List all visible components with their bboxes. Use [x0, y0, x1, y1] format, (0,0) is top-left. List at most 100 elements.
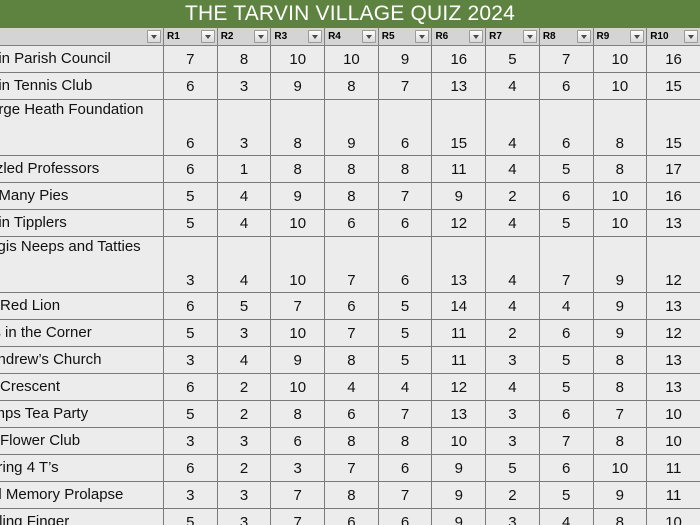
cell-score-r4: 7: [324, 236, 379, 293]
cell-team-name: Roaring 4 T’s: [0, 454, 164, 482]
cell-score-r8: 6: [538, 400, 594, 428]
cell-team-name: Tarvin Parish Council: [0, 45, 164, 73]
column-header-inner: R8: [540, 29, 592, 45]
cell-score-r8: 7: [538, 427, 594, 455]
cell-score-r1: 6: [163, 99, 218, 156]
column-header-team[interactable]: Team: [0, 27, 164, 46]
cell-score-r4: 8: [324, 346, 379, 374]
cell-score-r10: 13: [646, 373, 700, 401]
cell-score-r3: 6: [270, 427, 326, 455]
filter-r6-chevron-down-icon[interactable]: [469, 30, 484, 43]
filter-r7-chevron-down-icon[interactable]: [522, 30, 537, 43]
cell-score-r7: 4: [485, 292, 540, 320]
cell-score-r8: 6: [538, 454, 594, 482]
cell-score-r6: 11: [431, 155, 487, 183]
cell-score-r6: 13: [431, 236, 487, 293]
column-header-r6[interactable]: R6: [431, 27, 487, 46]
filter-r1-chevron-down-icon[interactable]: [200, 30, 215, 43]
cell-score-r8: 5: [538, 373, 594, 401]
filter-r2-chevron-down-icon[interactable]: [254, 30, 269, 43]
chevron-down-icon: [258, 34, 265, 39]
cell-score-r9: 10: [592, 45, 648, 73]
cell-score-r7: 3: [485, 400, 540, 428]
cell-score-r2: 2: [216, 400, 272, 428]
column-header-r3[interactable]: R3: [270, 27, 326, 46]
filter-team-chevron-down-icon[interactable]: [147, 30, 161, 43]
column-header-inner: R10: [648, 29, 700, 45]
cell-score-r8: 6: [538, 319, 594, 347]
filter-r10-chevron-down-icon[interactable]: [683, 30, 698, 43]
cell-score-r1: 3: [163, 236, 218, 293]
filter-r5-chevron-down-icon[interactable]: [415, 30, 430, 43]
column-header-r4[interactable]: R4: [324, 27, 379, 46]
cell-score-r1: 5: [163, 209, 218, 237]
chevron-down-icon: [526, 34, 533, 39]
table-body: Tarvin Parish Council781010916571016Tarv…: [0, 45, 700, 525]
cell-score-r9: 10: [592, 209, 648, 237]
cell-score-r8: 4: [538, 292, 594, 320]
column-header-inner: R1: [164, 29, 216, 45]
cell-score-r1: 6: [163, 72, 218, 100]
cell-score-r4: 8: [324, 155, 379, 183]
column-header-inner: R2: [218, 29, 270, 45]
column-header-r5[interactable]: R5: [377, 27, 433, 46]
column-header-r8[interactable]: R8: [538, 27, 594, 46]
cell-score-r9: 8: [592, 373, 648, 401]
cell-team-name: Girls in the Corner: [0, 319, 164, 347]
cell-score-r3: 10: [270, 45, 326, 73]
cell-team-name: The Flower Club: [0, 427, 164, 455]
cell-score-r8: 6: [538, 99, 594, 156]
cell-team-name: Puzzled Professors: [0, 155, 164, 183]
cell-score-r7: 4: [485, 209, 540, 237]
cell-score-r5: 5: [377, 292, 433, 320]
filter-r4-chevron-down-icon[interactable]: [361, 30, 376, 43]
cell-team-name: St Andrew’s Church: [0, 346, 164, 374]
chevron-down-icon: [419, 34, 426, 39]
filter-r9-chevron-down-icon[interactable]: [630, 30, 645, 43]
cell-score-r8: 5: [538, 209, 594, 237]
column-header-r10[interactable]: R10: [646, 27, 700, 46]
table-header: Team R1 R2 R3 R4 R5 R6 R7 R8 R9 R10: [0, 27, 700, 46]
cell-score-r10: 17: [646, 155, 700, 183]
header-row: Team R1 R2 R3 R4 R5 R6 R7 R8 R9 R10: [0, 27, 700, 46]
column-header-r9[interactable]: R9: [592, 27, 648, 46]
cell-score-r9: 10: [592, 182, 648, 210]
column-header-inner: R4: [326, 29, 378, 45]
cell-score-r3: 8: [270, 400, 326, 428]
column-header-r1[interactable]: R1: [163, 27, 218, 46]
cell-score-r5: 6: [377, 99, 433, 156]
column-header-r2[interactable]: R2: [216, 27, 272, 46]
cell-score-r10: 13: [646, 209, 700, 237]
cell-score-r8: 5: [538, 346, 594, 374]
column-header-label: R3: [274, 31, 288, 42]
column-header-r7[interactable]: R7: [485, 27, 540, 46]
filter-r3-chevron-down-icon[interactable]: [308, 30, 323, 43]
cell-score-r4: 6: [324, 292, 379, 320]
column-header-label: R9: [596, 31, 610, 42]
cell-score-r8: 4: [538, 508, 594, 525]
cell-score-r7: 2: [485, 481, 540, 509]
column-header-label: R10: [650, 31, 669, 42]
cell-score-r1: 6: [163, 373, 218, 401]
cell-score-r10: 12: [646, 236, 700, 293]
cell-score-r5: 9: [377, 45, 433, 73]
column-header-inner: R9: [594, 29, 646, 45]
cell-score-r10: 10: [646, 427, 700, 455]
filter-r8-chevron-down-icon[interactable]: [576, 30, 591, 43]
